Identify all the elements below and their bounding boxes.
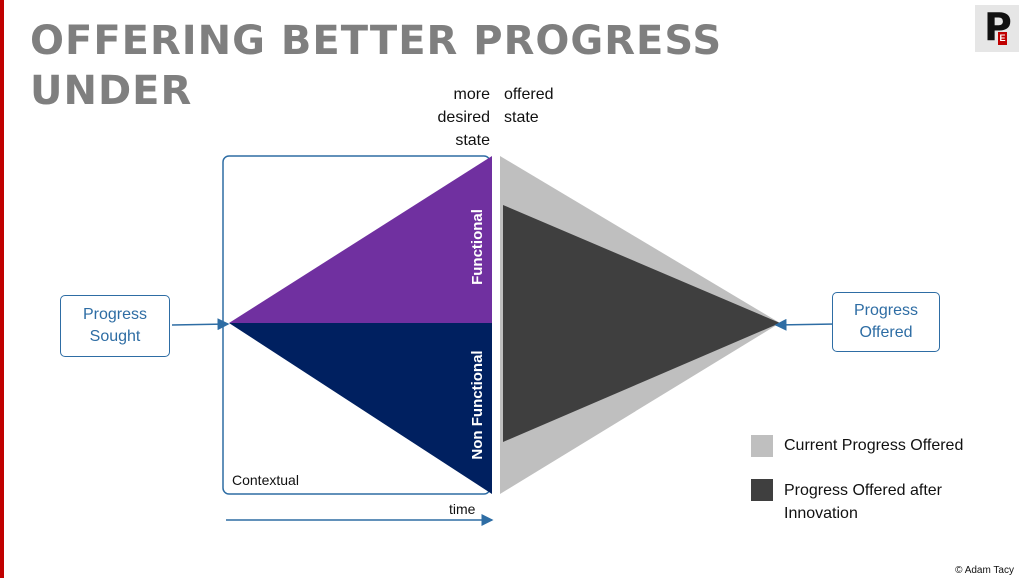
logo: P E [975,5,1019,52]
offered-state-label: offered state [504,86,554,126]
contextual-label: Contextual [232,472,299,488]
legend-item-innovation: Progress Offered after Innovation [751,479,963,525]
legend-label-innovation: Progress Offered after Innovation [784,482,942,522]
legend: Current Progress Offered Progress Offere… [751,434,963,525]
legend-label-current: Current Progress Offered [784,437,964,454]
legend-swatch-current [751,434,773,457]
functional-triangle [229,156,492,323]
left-accent-bar [0,0,4,578]
non-functional-label: Non Functional [469,350,486,460]
legend-swatch-innovation [751,479,773,501]
logo-letter: P [984,5,1012,49]
progress-sought-box: Progress Sought [60,295,170,357]
sought-arrow [171,318,230,331]
non-functional-triangle [229,323,492,494]
more-desired-state-label: more desired state [437,86,490,149]
offered-arrow [774,318,837,331]
legend-item-current: Current Progress Offered [751,434,963,457]
progress-offered-box: Progress Offered [832,292,940,352]
time-label: time [449,501,476,517]
credit-text: © Adam Tacy [955,565,1014,576]
logo-subletter: E [998,32,1007,45]
functional-label: Functional [469,209,486,285]
innovation-progress-shape [503,205,780,442]
slide-title: OFFERING BETTER PROGRESS UNDER [30,18,723,114]
